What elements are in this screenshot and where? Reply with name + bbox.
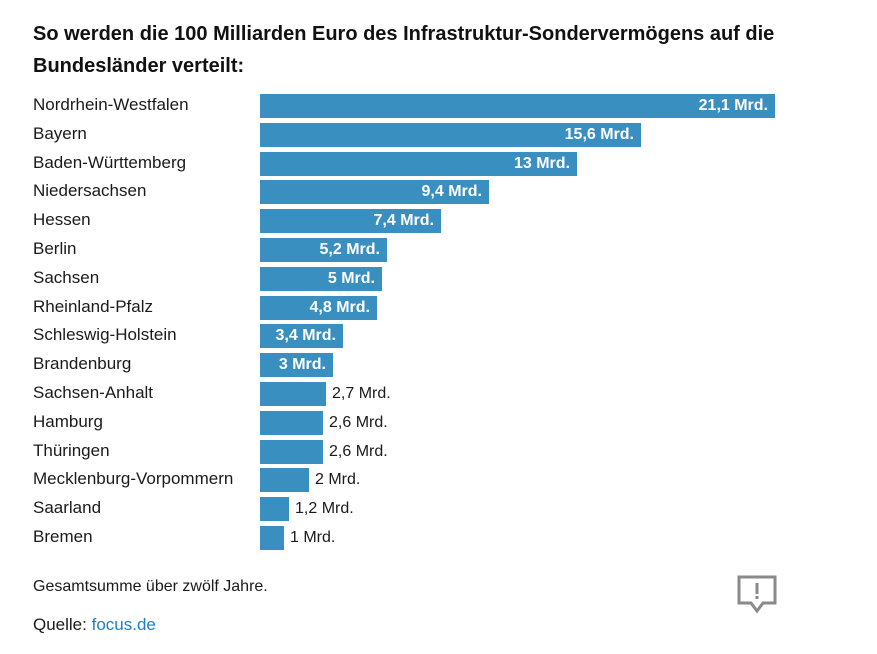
value-label: 2,7 Mrd. [332,385,391,402]
bar [260,526,284,550]
category-label: Mecklenburg-Vorpommern [33,469,234,489]
bar-row: Saarland 1,2 Mrd. [0,494,877,522]
category-label: Thüringen [33,440,110,460]
value-label: 2,6 Mrd. [329,413,388,431]
category-label: Bremen [33,527,93,546]
bar [260,324,343,349]
bar-row: Bremen 1 Mrd. [0,523,877,551]
source-label: Quelle: [33,615,87,634]
bar-row: Bayern 15,6 Mrd. [0,120,877,148]
bar-row: Baden-Württemberg 13 Mrd. [0,149,877,177]
bar-row: Sachsen 5 Mrd. [0,264,877,292]
category-label: Baden-Württemberg [33,152,187,172]
bar [260,353,333,378]
value-label: 2 Mrd. [315,471,361,489]
bar [260,180,489,205]
value-label: 13 Mrd. [513,154,570,172]
category-label: Bayern [33,123,87,143]
category-label: Sachsen [33,267,100,287]
bar [260,122,641,147]
bar [260,94,775,118]
bar [260,151,577,176]
bar [260,468,309,493]
value-label: 3 Mrd. [278,356,326,374]
bar-row: Schleswig-Holstein 3,4 Mrd. [0,321,877,349]
value-label: 9,4 Mrd. [421,183,482,201]
value-label: 1,2 Mrd. [295,500,354,518]
value-label: 4,8 Mrd. [309,298,370,316]
bar-row: Brandenburg 3 Mrd. [0,350,877,378]
category-label: Sachsen-Anhalt [33,383,154,402]
category-label: Brandenburg [33,354,132,374]
bar [260,295,377,320]
value-label: 7,4 Mrd. [373,212,434,230]
bar-row: Berlin 5,2 Mrd. [0,235,877,263]
bar [260,439,323,464]
bar-row: Sachsen-Anhalt 2,7 Mrd. [0,379,877,407]
bar [260,497,289,522]
chart-note: Gesamtsumme über zwölf Jahre. [33,578,268,595]
category-label: Hamburg [33,411,103,431]
value-label: 15,6 Mrd. [564,125,634,143]
bar-row: Nordrhein-Westfalen 21,1 Mrd. [0,91,877,119]
bar-row: Hamburg 2,6 Mrd. [0,408,877,436]
feedback-icon-graphic [737,575,777,614]
bar-row: Rheinland-Pfalz 4,8 Mrd. [0,293,877,321]
feedback-icon[interactable] [737,575,777,617]
bar [260,266,382,291]
value-label: 5 Mrd. [327,269,375,287]
bar-row: Mecklenburg-Vorpommern 2 Mrd. [0,465,877,493]
bar-row: Hessen 7,4 Mrd. [0,206,877,234]
source-line: Quelle: focus.de [33,615,156,635]
value-label: 2,6 Mrd. [329,442,388,460]
source-link[interactable]: focus.de [91,615,156,634]
value-label: 3,4 Mrd. [275,327,336,345]
bar [260,209,441,234]
chart-title: So werden die 100 Milliarden Euro des In… [33,23,775,77]
category-label: Rheinland-Pfalz [33,296,154,316]
value-label: 5,2 Mrd. [319,241,380,258]
bar-chart: Nordrhein-Westfalen 21,1 Mrd. Bayern 15,6 M… [0,91,877,555]
bar [260,382,326,406]
bar-row: Thüringen 2,6 Mrd. [0,437,877,465]
category-label: Niedersachsen [33,181,147,201]
bar-row: Niedersachsen 9,4 Mrd. [0,177,877,205]
value-label: 21,1 Mrd. [698,97,768,114]
category-label: Berlin [33,239,77,258]
category-label: Hessen [33,210,91,230]
category-label: Saarland [33,498,102,518]
category-label: Schleswig-Holstein [33,325,177,345]
bar [260,410,323,435]
bar [260,238,387,262]
category-label: Nordrhein-Westfalen [33,95,189,114]
value-label: 1 Mrd. [290,529,336,546]
